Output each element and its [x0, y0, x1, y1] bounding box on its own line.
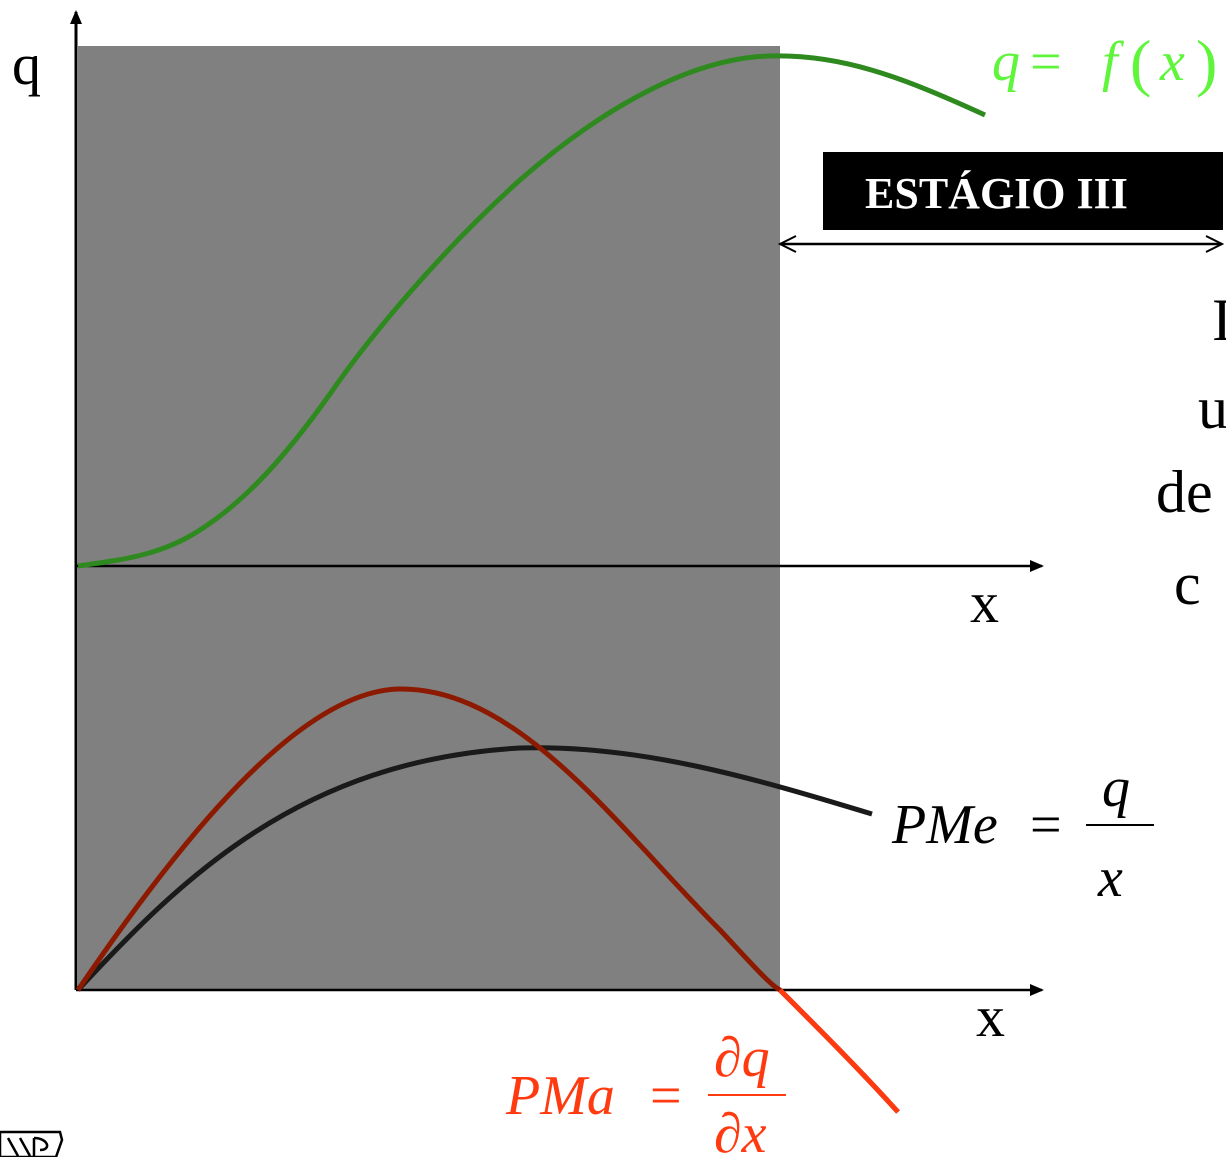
pma-den: ∂x [714, 1103, 767, 1157]
usp-logo [0, 1130, 64, 1157]
average-product-label: PMe = q x [891, 757, 1154, 909]
average-product-curve [76, 745, 873, 992]
pme-lhs: PMe [891, 794, 998, 856]
pma-num: ∂q [714, 1027, 770, 1089]
marginal-product-curve-highlight [778, 988, 900, 1114]
stage-label-box [823, 152, 1223, 230]
production-open-paren: ( [1130, 27, 1151, 98]
production-close-paren: ) [1196, 27, 1217, 98]
pme-den: x [1097, 847, 1123, 909]
production-eq: = [1030, 31, 1062, 93]
pma-lhs: PMa [505, 1065, 615, 1127]
pme-eq: = [1030, 794, 1062, 856]
clipped-text-1: I [1212, 287, 1226, 353]
marginal-product-label: PMa = ∂q ∂x [505, 1027, 786, 1157]
production-lhs: q [992, 31, 1020, 93]
production-fn: f [1102, 31, 1125, 93]
bottom-x-axis-label: x [976, 984, 1005, 1049]
clipped-text-3: de [1156, 459, 1213, 525]
clipped-text-4: c [1174, 551, 1201, 617]
pme-num: q [1102, 757, 1130, 819]
clipped-text-2: u [1198, 375, 1226, 441]
production-arg: x [1159, 31, 1185, 93]
y-axis-label: q [12, 32, 41, 97]
top-x-axis-label: x [970, 570, 999, 635]
total-product-curve [77, 53, 987, 569]
stage-label: ESTÁGIO III [865, 169, 1128, 218]
production-function-label: q = f ( x ) [992, 27, 1217, 98]
pma-eq: = [650, 1065, 682, 1127]
